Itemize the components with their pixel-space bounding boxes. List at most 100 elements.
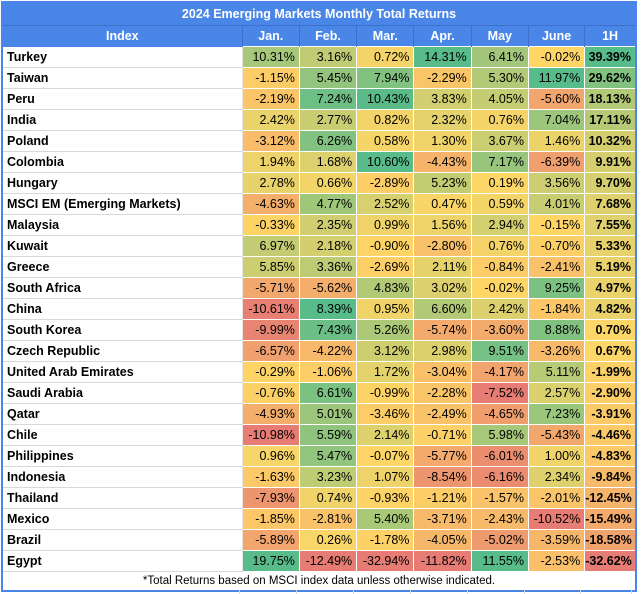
value-cell: -3.26% [527,340,586,362]
value-cell: 5.59% [298,424,358,446]
value-cell: -2.53% [527,550,586,572]
value-cell: 1.46% [527,130,586,152]
value-cell: 10.32% [584,130,637,152]
value-cell: 0.74% [298,487,358,509]
column-header: May [470,25,529,47]
value-cell: -7.52% [470,382,529,404]
value-cell: 5.26% [356,319,415,341]
value-cell: -5.77% [413,445,472,467]
value-cell: 2.34% [527,466,586,488]
value-cell: 10.43% [356,88,415,110]
gridline-stub [354,590,411,594]
column-header: Jan. [241,25,300,47]
value-cell: -32.94% [356,550,415,572]
table-row: Qatar -4.93% 5.01% -3.46% -2.49% -4.65% 7.23% -… [2,403,637,425]
value-cell: -11.82% [413,550,472,572]
value-cell: -0.70% [527,235,586,257]
value-cell: -2.01% [527,487,586,509]
value-cell: 5.47% [298,445,358,467]
value-cell: 7.68% [584,193,637,215]
row-label: Czech Republic [2,340,243,362]
column-header: Apr. [413,25,472,47]
value-cell: 3.56% [527,172,586,194]
value-cell: 8.39% [298,298,358,320]
value-cell: -0.90% [356,235,415,257]
value-cell: -0.76% [241,382,300,404]
value-cell: 39.39% [584,46,637,68]
value-cell: 0.72% [356,46,415,68]
value-cell: -1.84% [527,298,586,320]
value-cell: 0.76% [470,235,529,257]
value-cell: 4.01% [527,193,586,215]
value-cell: 0.99% [356,214,415,236]
value-cell: -10.61% [241,298,300,320]
table-row: Kuwait 6.97% 2.18% -0.90% -2.80% 0.76% -0.70% 5… [2,235,637,257]
value-cell: -5.43% [527,424,586,446]
value-cell: -0.93% [356,487,415,509]
value-cell: -3.46% [356,403,415,425]
value-cell: 1.56% [413,214,472,236]
table-row: Colombia 1.94% 1.68% 10.60% -4.43% 7.17% -6.39… [2,151,637,173]
row-label: Greece [2,256,243,278]
value-cell: 29.62% [584,67,637,89]
table-title: 2024 Emerging Markets Monthly Total Retu… [2,2,636,26]
value-cell: -3.71% [413,508,472,530]
value-cell: 1.72% [356,361,415,383]
title-row: 2024 Emerging Markets Monthly Total Retu… [2,2,636,26]
row-label: Malaysia [2,214,243,236]
table-row: Philippines 0.96% 5.47% -0.07% -5.77% -6.01% 1… [2,445,637,467]
value-cell: -5.89% [241,529,300,551]
value-cell: 9.91% [584,151,637,173]
value-cell: -4.63% [241,193,300,215]
row-label: Saudi Arabia [2,382,243,404]
value-cell: 1.30% [413,130,472,152]
row-label: China [2,298,243,320]
table-row: Czech Republic -6.57% -4.22% 3.12% 2.98% 9.51… [2,340,637,362]
value-cell: -2.89% [356,172,415,194]
value-cell: -0.99% [356,382,415,404]
value-cell: -0.02% [527,46,586,68]
table-row: Malaysia -0.33% 2.35% 0.99% 1.56% 2.94% -0.15%… [2,214,637,236]
value-cell: 5.30% [470,67,529,89]
value-cell: 7.04% [527,109,586,131]
value-cell: -2.43% [470,508,529,530]
value-cell: -3.60% [470,319,529,341]
value-cell: 0.95% [356,298,415,320]
value-cell: 1.07% [356,466,415,488]
value-cell: -8.54% [413,466,472,488]
row-label: Turkey [2,46,243,68]
value-cell: 2.42% [470,298,529,320]
value-cell: 6.60% [413,298,472,320]
value-cell: -1.15% [241,67,300,89]
value-cell: 19.75% [241,550,300,572]
value-cell: 0.70% [584,319,637,341]
value-cell: -4.46% [584,424,637,446]
table-row: India 2.42% 2.77% 0.82% 2.32% 0.76% 7.04% 17.11… [2,109,637,131]
value-cell: 7.24% [298,88,358,110]
value-cell: -3.12% [241,130,300,152]
value-cell: 11.55% [470,550,529,572]
value-cell: -5.74% [413,319,472,341]
table-row: Egypt 19.75% -12.49% -32.94% -11.82% 11.55% -2… [2,550,637,572]
value-cell: -1.99% [584,361,637,383]
value-cell: 3.23% [298,466,358,488]
value-cell: 0.82% [356,109,415,131]
value-cell: 1.68% [298,151,358,173]
value-cell: -9.84% [584,466,637,488]
row-label: Brazil [2,529,243,551]
table-row: South Africa -5.71% -5.62% 4.83% 3.02% -0.02%… [2,277,637,299]
value-cell: 0.96% [241,445,300,467]
value-cell: 18.13% [584,88,637,110]
value-cell: 17.11% [584,109,637,131]
value-cell: -0.02% [470,277,529,299]
value-cell: 4.83% [356,277,415,299]
value-cell: 14.31% [413,46,472,68]
value-cell: -2.41% [527,256,586,278]
value-cell: -10.98% [241,424,300,446]
value-cell: 0.76% [470,109,529,131]
value-cell: 2.35% [298,214,358,236]
value-cell: -4.22% [298,340,358,362]
value-cell: 3.02% [413,277,472,299]
column-header-row: Index Jan. Feb. Mar. Apr. May June 1H [2,25,636,47]
row-label: Taiwan [2,67,243,89]
